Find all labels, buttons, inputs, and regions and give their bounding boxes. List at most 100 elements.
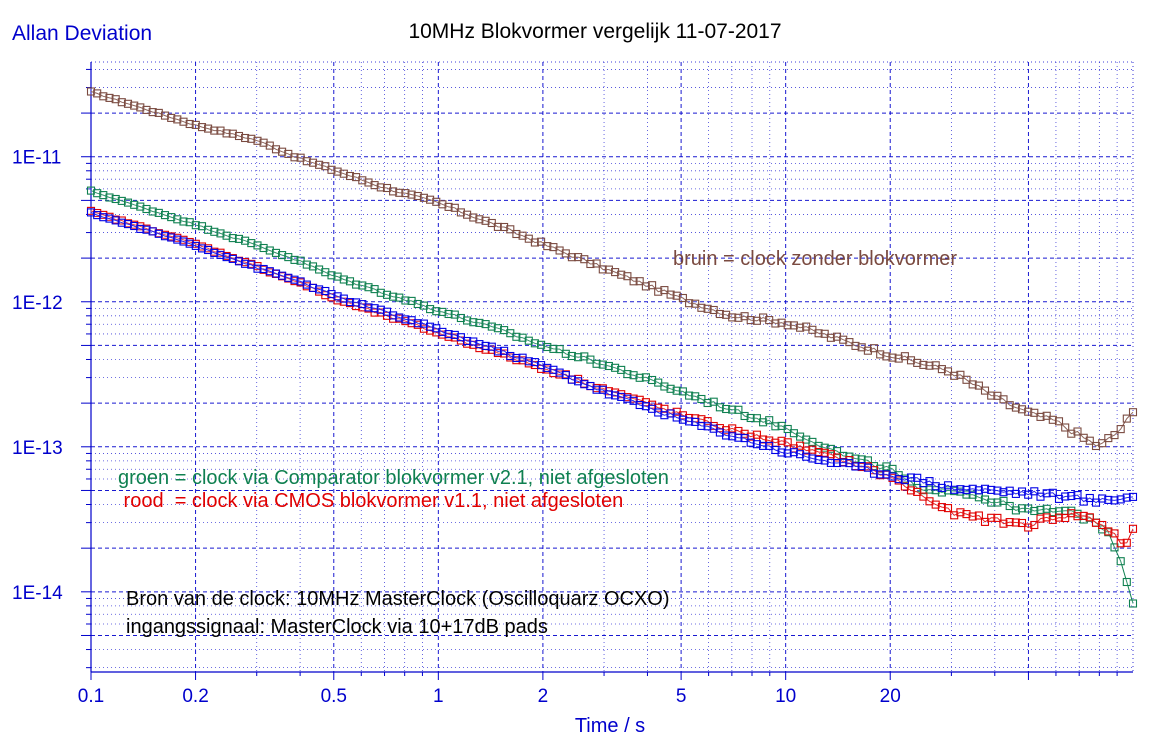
data-point-blauw [863,463,872,472]
data-point-groen [1054,507,1064,516]
data-point-bruin [438,200,447,209]
data-point-rood [1042,513,1051,522]
data-point-bruin [580,255,589,264]
data-point-bruin [598,265,607,274]
data-point-bruin [173,115,182,124]
data-point-bruin [376,183,385,192]
data-point-blauw [913,473,922,482]
data-point-bruin [1067,429,1076,438]
data-point-blauw [228,254,237,263]
data-point-bruin [882,352,891,361]
data-point-groen [123,198,133,207]
data-point-groen [691,392,700,401]
data-point-groen [191,221,200,230]
data-point-groen [401,296,410,305]
data-point-bruin [604,265,613,274]
data-point-groen [567,351,576,361]
data-point-rood [1073,512,1082,521]
data-point-groen [999,496,1008,505]
data-point-groen [740,411,749,421]
data-point-groen [456,313,465,323]
data-point-blauw [574,377,583,386]
data-point-bruin [315,160,324,169]
data-point-bruin [956,370,965,379]
data-point-bruin [715,309,724,319]
annotation-bron-clock: Bron van de clock: 10MHz MasterClock (Os… [126,588,670,610]
data-point-blauw [389,311,398,320]
data-point-rood [1061,513,1070,523]
data-point-groen [364,283,373,292]
data-point-bruin [105,93,114,102]
data-point-groen [648,375,657,385]
data-point-groen [1005,501,1014,511]
data-point-blauw [463,336,472,346]
data-point-rood [432,328,441,337]
data-point-bruin [407,190,416,199]
data-point-blauw [635,400,644,410]
data-point-rood [808,445,817,454]
data-point-blauw [641,402,650,411]
data-point-bruin [1005,401,1014,410]
data-point-rood [962,510,971,519]
data-point-groen [111,194,120,204]
data-point-bruin [783,321,792,330]
data-point-rood [333,296,342,305]
data-point-bruin [197,123,207,132]
data-point-bruin [253,136,262,145]
data-point-rood [832,453,842,462]
data-point-bruin [567,253,576,262]
data-point-bruin [1030,408,1039,417]
y-tick-label: 1E-11 [12,148,61,169]
data-point-rood [419,324,428,333]
data-point-blauw [93,211,102,220]
data-point-bruin [968,380,977,389]
data-point-groen [389,292,398,301]
data-point-groen [1110,543,1119,552]
data-point-rood [1030,520,1039,530]
data-point-blauw [537,361,546,370]
data-point-groen [672,386,681,395]
data-point-blauw [826,458,835,467]
data-point-blauw [919,479,928,488]
grid-layer [90,62,1133,672]
data-point-bruin [789,321,798,330]
data-point-bruin [672,291,681,300]
data-point-groen [629,371,638,380]
data-point-bruin [1017,405,1027,414]
data-point-blauw [1011,489,1020,498]
data-point-blauw [123,220,133,229]
data-point-groen [555,345,564,354]
data-point-bruin [888,353,897,362]
data-point-bruin [1054,417,1064,426]
data-point-bruin [974,381,983,390]
data-point-bruin [530,238,539,247]
data-point-rood [759,435,768,444]
data-point-bruin [1036,412,1045,421]
data-point-groen [943,486,953,495]
data-point-rood [1098,520,1107,530]
data-point-bruin [358,176,367,185]
data-point-blauw [789,448,798,457]
data-point-blauw [376,305,385,314]
annotation-ingangssignaal: ingangssignaal: MasterClock via 10+17dB … [126,616,548,638]
data-point-bruin [697,303,706,312]
data-point-bruin [154,108,163,117]
series-layer [86,87,1138,608]
data-point-bruin [278,147,287,156]
data-point-blauw [740,434,749,443]
data-point-blauw [765,441,774,450]
data-point-bruin [160,111,170,120]
data-point-bruin [746,316,755,325]
data-point-bruin [839,335,848,344]
data-point-bruin [469,213,478,222]
data-point-blauw [950,485,959,494]
data-point-bruin [185,119,194,129]
data-point-groen [722,404,731,414]
data-point-bruin [339,169,348,178]
data-point-blauw [617,392,626,401]
data-point-groen [204,225,213,234]
data-point-bruin [543,242,552,251]
data-point-blauw [697,421,706,430]
data-point-groen [765,416,774,425]
data-point-bruin [728,313,737,322]
